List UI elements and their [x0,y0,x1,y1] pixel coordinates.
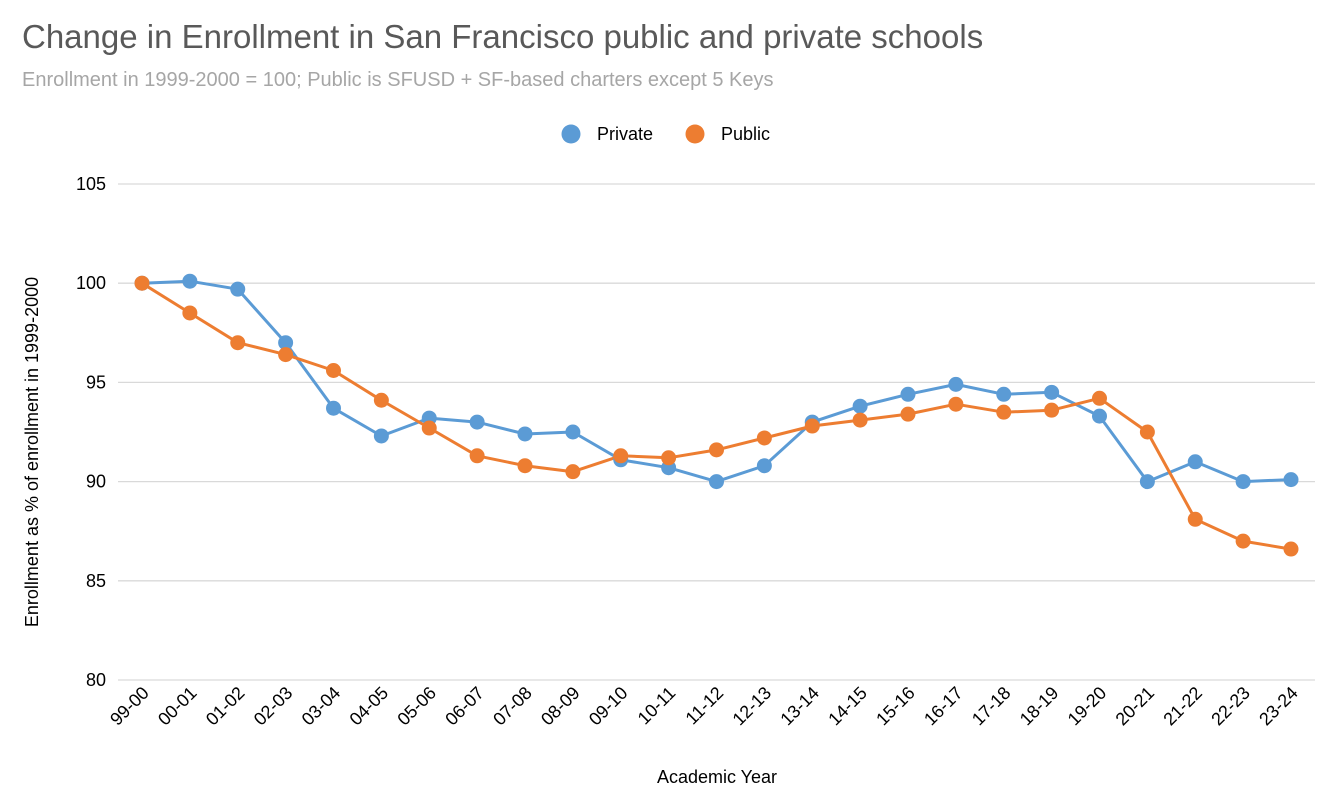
data-point-private-23-24 [1283,472,1299,488]
x-tick-label-19-20: 19-20 [1064,683,1111,730]
data-point-public-99-00 [134,275,150,291]
x-tick-labels: 99-00 00-01 01-02 02-03 03-04 04-05 05-06 06-07… [106,683,1302,730]
data-point-private-03-04 [326,400,341,416]
data-point-public-03-04 [326,362,341,378]
series-line-public [141,281,1292,551]
x-tick-label-15-16: 15-16 [872,683,919,730]
legend-marker-public [685,124,705,144]
legend: Private Public [561,124,770,144]
x-tick-label-07-08: 07-08 [489,683,536,730]
x-tick-label-20-21: 20-21 [1112,683,1159,730]
data-point-public-08-09 [565,464,581,480]
x-tick-label-22-23: 22-23 [1207,683,1254,730]
data-point-public-02-03 [278,347,294,363]
data-point-public-23-24 [1283,541,1299,557]
data-point-public-21-22 [1187,511,1203,527]
y-tick-label-95: 95 [86,372,106,392]
x-tick-label-01-02: 01-02 [202,683,249,730]
data-point-public-15-16 [900,406,916,422]
x-tick-label-12-13: 12-13 [729,683,776,730]
data-point-public-18-19 [1044,402,1060,418]
legend-label-public: Public [721,124,770,144]
data-point-public-00-01 [182,305,198,321]
x-tick-label-03-04: 03-04 [298,683,345,730]
x-tick-label-13-14: 13-14 [776,683,823,730]
data-point-public-22-23 [1235,533,1251,549]
x-axis-title: Academic Year [657,767,777,787]
data-point-private-00-01 [182,273,198,289]
data-point-public-17-18 [996,404,1012,420]
x-tick-label-99-00: 99-00 [106,683,153,730]
y-tick-label-85: 85 [86,571,106,591]
x-tick-label-14-15: 14-15 [824,683,871,730]
data-point-public-20-21 [1139,424,1155,440]
data-point-private-04-05 [373,428,389,444]
data-point-public-19-20 [1092,390,1107,406]
series-markers [134,273,1299,557]
chart-subtitle: Enrollment in 1999-2000 = 100; Public is… [22,69,774,91]
y-tick-label-105: 105 [76,174,106,194]
data-point-private-02-03 [278,335,294,351]
data-point-private-17-18 [996,386,1012,402]
data-point-public-10-11 [661,450,677,466]
data-point-public-12-13 [756,430,772,446]
legend-label-private: Private [597,124,653,144]
data-point-private-18-19 [1044,384,1060,400]
series-lines [141,279,1292,551]
data-point-public-11-12 [709,442,724,458]
data-point-private-15-16 [900,386,916,402]
y-tick-label-80: 80 [86,670,106,690]
data-point-private-07-08 [517,426,533,442]
gridlines [118,183,1315,681]
data-point-public-14-15 [852,412,868,428]
legend-marker-private [561,124,581,144]
y-tick-labels: 80 85 90 95 100 105 [76,174,106,690]
data-point-public-06-07 [469,448,485,464]
data-point-private-08-09 [565,424,581,440]
data-point-public-05-06 [421,420,437,436]
x-tick-label-02-03: 02-03 [250,683,297,730]
data-point-private-19-20 [1092,408,1107,424]
data-point-private-16-17 [948,376,964,392]
x-tick-label-06-07: 06-07 [441,683,488,730]
data-point-private-12-13 [756,458,772,474]
data-point-public-16-17 [948,396,964,412]
x-tick-label-04-05: 04-05 [346,683,393,730]
data-point-public-07-08 [517,458,533,474]
data-point-private-20-21 [1139,474,1155,490]
data-point-public-09-10 [613,448,629,464]
x-tick-label-10-11: 10-11 [634,683,680,729]
x-tick-label-05-06: 05-06 [393,683,440,730]
x-tick-label-00-01: 00-01 [154,683,201,730]
x-tick-label-21-22: 21-22 [1159,683,1206,730]
data-point-private-11-12 [709,474,724,490]
y-tick-label-90: 90 [86,472,106,492]
data-point-private-14-15 [852,398,868,414]
data-point-private-01-02 [230,281,246,297]
data-point-public-04-05 [373,392,389,408]
chart-title: Change in Enrollment in San Francisco pu… [22,18,984,55]
x-tick-label-16-17: 16-17 [920,683,967,730]
x-tick-label-11-12: 11-12 [682,683,728,729]
x-tick-label-09-10: 09-10 [585,683,632,730]
data-point-private-06-07 [469,414,485,430]
x-tick-label-08-09: 08-09 [537,683,584,730]
y-tick-label-100: 100 [76,273,106,293]
data-point-private-21-22 [1187,454,1203,470]
y-axis-title: Enrollment as % of enrollment in 1999-20… [22,277,42,627]
data-point-public-13-14 [804,418,820,434]
data-point-private-22-23 [1235,474,1251,490]
x-tick-label-17-18: 17-18 [968,683,1015,730]
x-tick-label-18-19: 18-19 [1016,683,1063,730]
x-tick-label-23-24: 23-24 [1255,683,1302,730]
data-point-public-01-02 [230,335,246,351]
